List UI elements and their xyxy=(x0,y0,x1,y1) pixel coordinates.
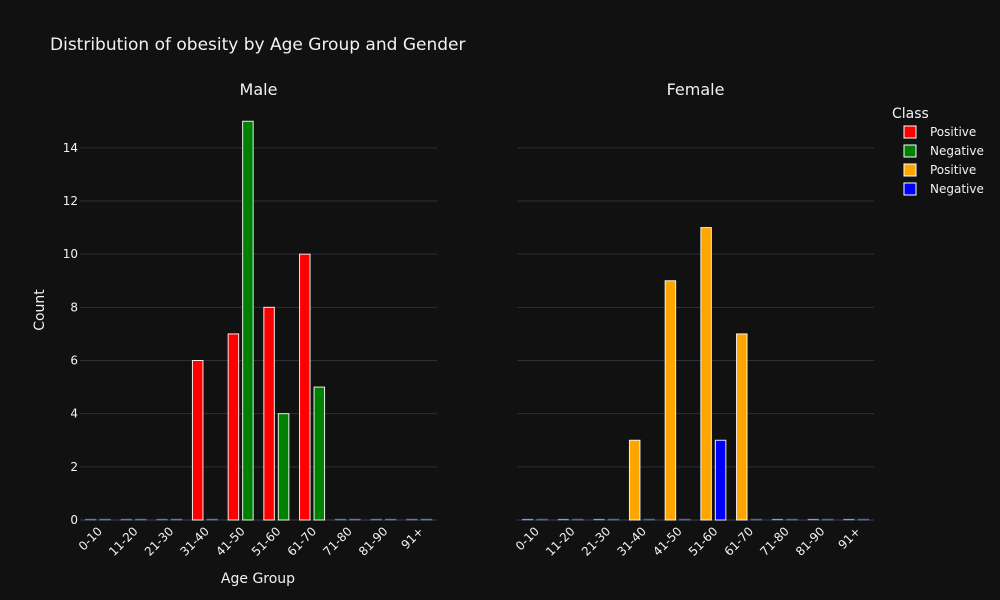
panel-title: Female xyxy=(667,80,725,99)
x-tick-label: 81-90 xyxy=(356,524,391,559)
x-tick-label: 91+ xyxy=(398,524,426,552)
y-axis-title: Count xyxy=(32,289,48,331)
bar xyxy=(679,518,691,521)
panel-title: Male xyxy=(240,80,278,99)
bar xyxy=(206,518,218,521)
x-tick-label: 11-20 xyxy=(106,524,141,559)
bar xyxy=(700,227,712,521)
bar xyxy=(521,518,534,521)
x-tick-label: 61-70 xyxy=(285,524,320,559)
bar xyxy=(156,518,168,521)
x-tick-label: 51-60 xyxy=(249,524,284,559)
bar xyxy=(607,518,620,521)
x-tick-label: 61-70 xyxy=(722,524,757,559)
bar xyxy=(857,518,870,521)
bar xyxy=(191,360,204,521)
bar xyxy=(299,253,311,521)
bar xyxy=(572,518,584,521)
bar xyxy=(822,518,834,521)
bar xyxy=(99,518,111,521)
bar xyxy=(771,518,784,521)
legend-swatch xyxy=(903,144,917,158)
bar xyxy=(227,333,240,521)
legend-label: Negative xyxy=(930,182,984,196)
x-tick-label: 21-30 xyxy=(579,524,614,559)
bar xyxy=(628,439,641,521)
bar xyxy=(370,518,382,521)
chart-title: Distribution of obesity by Age Group and… xyxy=(50,35,465,55)
x-tick-label: 0-10 xyxy=(513,524,542,553)
x-tick-label: 91+ xyxy=(835,524,863,552)
bar xyxy=(750,518,762,521)
y-tick-label: 8 xyxy=(70,300,78,314)
y-tick-label: 12 xyxy=(63,194,78,208)
y-tick-label: 10 xyxy=(63,247,78,261)
x-tick-label: 71-80 xyxy=(320,524,355,559)
bar xyxy=(170,518,183,521)
bar xyxy=(263,306,275,521)
x-tick-label: 81-90 xyxy=(793,524,828,559)
bar xyxy=(242,120,254,521)
bar xyxy=(277,413,290,521)
legend-label: Positive xyxy=(930,125,976,139)
x-tick-label: 11-20 xyxy=(543,524,578,559)
bar xyxy=(420,518,433,521)
x-tick-label: 31-40 xyxy=(615,524,650,559)
y-tick-label: 4 xyxy=(70,407,78,421)
x-tick-label: 0-10 xyxy=(76,524,105,553)
y-tick-label: 2 xyxy=(70,460,78,474)
bar xyxy=(664,280,677,521)
legend-swatch xyxy=(903,163,917,177)
bar xyxy=(714,439,727,521)
x-tick-label: 71-80 xyxy=(757,524,792,559)
y-tick-label: 6 xyxy=(70,354,78,368)
bar xyxy=(84,518,97,521)
bar xyxy=(135,518,147,521)
y-tick-label: 0 xyxy=(70,513,78,527)
legend-swatch xyxy=(903,182,917,196)
bar xyxy=(557,518,569,521)
legend-label: Negative xyxy=(930,144,984,158)
bar xyxy=(536,518,548,521)
x-tick-label: 41-50 xyxy=(213,524,248,559)
bar xyxy=(786,518,798,521)
bar xyxy=(406,518,418,521)
x-tick-label: 51-60 xyxy=(686,524,721,559)
bar xyxy=(120,518,132,521)
legend-title: Class xyxy=(892,106,929,122)
x-tick-label: 31-40 xyxy=(178,524,213,559)
bar xyxy=(807,518,819,521)
bar xyxy=(643,518,655,521)
x-axis-title: Age Group xyxy=(221,571,295,587)
legend-label: Positive xyxy=(930,163,976,177)
bar xyxy=(736,333,748,521)
x-tick-label: 41-50 xyxy=(650,524,685,559)
bar xyxy=(593,518,605,521)
x-tick-label: 21-30 xyxy=(142,524,177,559)
bar xyxy=(843,518,855,521)
bar xyxy=(385,518,397,521)
bar xyxy=(313,386,326,521)
bar xyxy=(349,518,361,521)
y-tick-label: 14 xyxy=(63,141,78,155)
bar xyxy=(334,518,347,521)
legend-swatch xyxy=(903,125,917,139)
